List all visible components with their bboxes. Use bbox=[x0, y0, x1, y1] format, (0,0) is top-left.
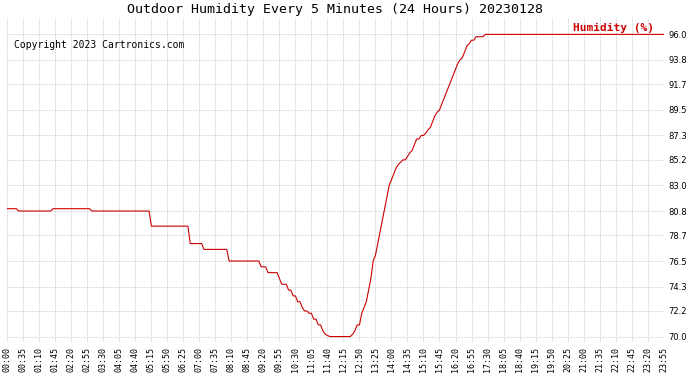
Text: Copyright 2023 Cartronics.com: Copyright 2023 Cartronics.com bbox=[14, 40, 184, 50]
Text: Humidity (%): Humidity (%) bbox=[573, 24, 653, 33]
Title: Outdoor Humidity Every 5 Minutes (24 Hours) 20230128: Outdoor Humidity Every 5 Minutes (24 Hou… bbox=[128, 3, 544, 16]
